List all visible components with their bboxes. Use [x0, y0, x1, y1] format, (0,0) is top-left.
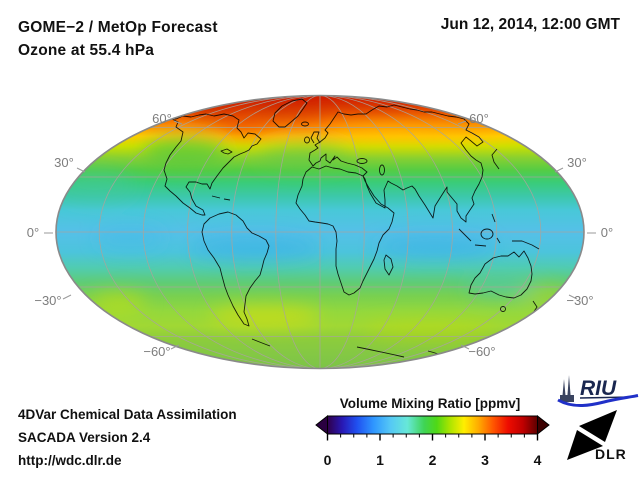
coastline-africa [295, 165, 395, 296]
colorbar-tick-1: 1 [376, 452, 384, 468]
colorbar-tick-3: 3 [481, 452, 489, 468]
coastline-philippines [491, 213, 496, 223]
lat-label-60s-left: −60° [143, 344, 170, 359]
riu-wordmark: RIU [580, 377, 617, 400]
graticule [56, 95, 584, 369]
colorbar-title: Volume Mixing Ratio [ppmv] [339, 396, 521, 411]
coastline-caribbean [211, 195, 231, 201]
dlr-wing-lower-icon [567, 430, 603, 460]
dlr-wing-upper-icon [579, 410, 617, 442]
coastline-sumatra [458, 228, 472, 242]
colorbar-tick-4: 4 [533, 452, 542, 468]
lat-label-60n-right: 60° [469, 111, 489, 126]
attribution-block: 4DVar Chemical Data Assimilation SACADA … [18, 403, 237, 472]
coastline-antarctica-2 [251, 338, 271, 347]
cathedral-icon [560, 375, 574, 402]
coastline-great-lakes [220, 148, 233, 155]
coastline-british-isles [310, 131, 321, 144]
coastline-australia [468, 250, 533, 299]
map-outline [55, 94, 585, 370]
coastline-tasmania [500, 306, 506, 312]
attribution-line-2: SACADA Version 2.4 [18, 430, 151, 445]
lat-label-30n-left: 30° [54, 155, 74, 170]
colorbar-arrow-right [537, 414, 550, 436]
lat-label-eq-right: 0° [601, 225, 613, 240]
lat-label-30s-right: −30° [566, 293, 593, 308]
latitude-ticks [44, 120, 596, 350]
lat-label-30n-right: 30° [567, 155, 587, 170]
lat-label-60n-left: 60° [152, 111, 172, 126]
colorbar: Volume Mixing Ratio [ppmv] 0 1 2 3 4 [308, 396, 552, 470]
coastline-japan [491, 148, 500, 170]
coastline-java [474, 244, 487, 247]
colorbar-gradient-bar [327, 415, 538, 435]
colorbar-arrow-left [315, 414, 328, 436]
title-line-1: GOME−2 / MetOp Forecast [18, 19, 218, 36]
lat-label-60s-right: −60° [468, 344, 495, 359]
coastline-south-america [201, 211, 270, 327]
lat-label-eq-left: 0° [27, 225, 39, 240]
coastline-greenland [272, 98, 308, 128]
coastline-iceland [301, 121, 309, 127]
coastline-borneo [480, 228, 494, 240]
title-line-2: Ozone at 55.4 hPa [18, 42, 155, 59]
colorbar-tick-2: 2 [428, 452, 437, 468]
latitude-labels: 60° 60° 30° 30° 0° 0° −30° −30° −60° −60… [27, 111, 613, 359]
coastline-caspian-sea [379, 164, 385, 176]
coastline-black-sea [356, 158, 368, 164]
riu-wave-icon [557, 394, 639, 407]
colorbar-tick-labels: 0 1 2 3 4 [308, 452, 552, 470]
riu-logo: RIU [557, 375, 639, 407]
attribution-line-1: 4DVar Chemical Data Assimilation [18, 407, 237, 422]
ozone-field [56, 95, 584, 369]
colorbar-tick-marks [326, 434, 539, 441]
coastline-madagascar [383, 254, 394, 276]
coastline-antarctica-1 [356, 346, 405, 358]
coastline-north-america [163, 113, 262, 216]
dlr-wordmark: DLR [595, 446, 627, 462]
coastline-sulawesi [496, 237, 501, 244]
attribution-url: http://wdc.dlr.de [18, 453, 122, 468]
coastline-ireland [304, 136, 310, 144]
dlr-logo: DLR [567, 410, 627, 462]
timestamp: Jun 12, 2014, 12:00 GMT [440, 16, 620, 33]
coastline-new-guinea [512, 240, 540, 250]
coastline-eurasia [308, 104, 484, 223]
figure-title: GOME−2 / MetOp Forecast Ozone at 55.4 hP… [18, 16, 218, 62]
lat-label-30s-left: −30° [34, 293, 61, 308]
colorbar-scale [315, 414, 550, 441]
colorbar-tick-0: 0 [323, 452, 332, 468]
